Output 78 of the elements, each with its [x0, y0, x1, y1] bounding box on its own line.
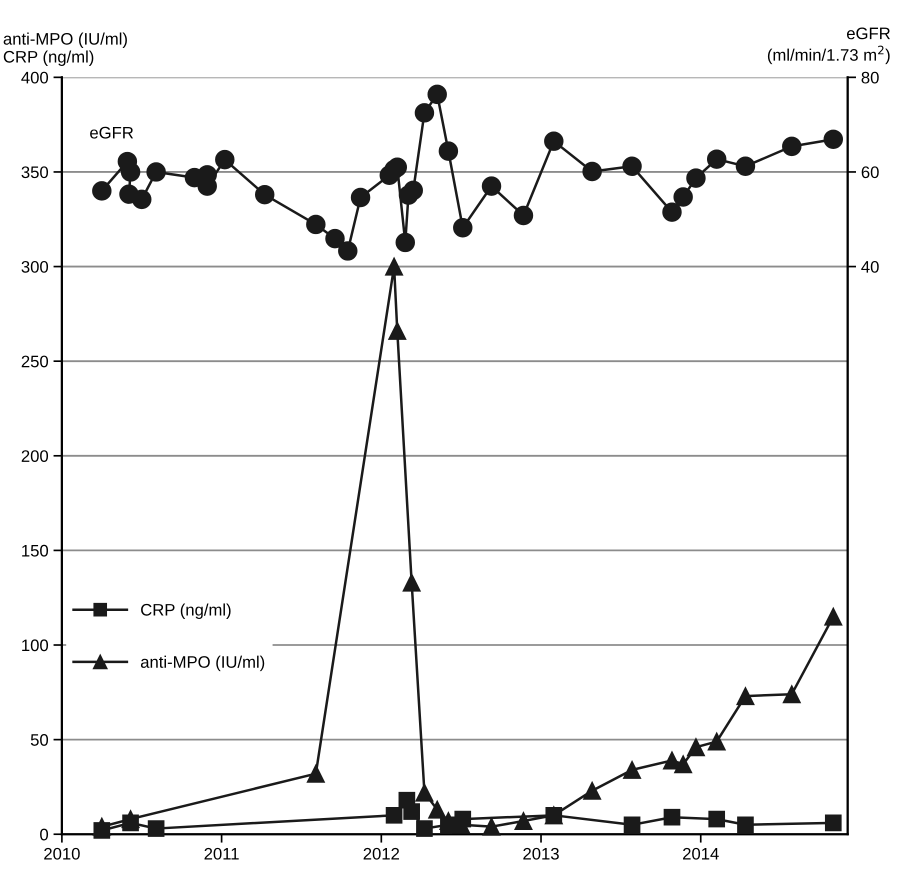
legend-label: CRP (ng/ml): [141, 603, 231, 619]
point: [736, 156, 756, 176]
point: [482, 176, 502, 196]
point: [674, 755, 692, 774]
series-label: eGFR: [90, 126, 134, 139]
y-tick-label: 50: [30, 734, 48, 746]
x-tick-label: 2014: [683, 848, 719, 860]
point: [623, 760, 642, 779]
point: [92, 181, 112, 201]
point: [385, 258, 404, 276]
point: [388, 322, 406, 340]
point: [132, 190, 152, 210]
y2-tick-label: 80: [862, 72, 879, 84]
y-axis-title: anti-MPO (IU/ml) CRP (ng/ml): [4, 32, 127, 66]
point: [514, 812, 532, 830]
point: [386, 806, 402, 824]
y2-tick-label: 40: [861, 260, 879, 273]
y-tick-label: 0: [40, 828, 48, 840]
point: [453, 218, 472, 238]
point: [325, 228, 345, 248]
point: [403, 803, 420, 820]
point: [824, 814, 842, 832]
y-tick-label: 200: [22, 450, 48, 462]
point: [92, 818, 111, 836]
y-tick-label: 250: [22, 356, 48, 368]
y-tick-label: 400: [21, 72, 48, 84]
point: [416, 820, 433, 837]
point: [582, 162, 602, 182]
x-tick-label: 2010: [44, 848, 80, 860]
point: [662, 202, 682, 222]
point: [427, 84, 447, 104]
point: [338, 241, 358, 261]
point: [215, 150, 235, 170]
point: [583, 782, 602, 800]
point: [255, 184, 274, 204]
point: [708, 810, 726, 828]
point: [686, 738, 705, 756]
point: [514, 206, 534, 226]
point: [824, 130, 844, 150]
point: [824, 608, 842, 626]
point: [624, 816, 640, 834]
point: [428, 800, 446, 819]
y-tick-label: 150: [22, 544, 48, 557]
point: [122, 810, 140, 828]
point: [708, 732, 726, 751]
point: [306, 214, 326, 234]
point: [782, 685, 801, 704]
point: [146, 162, 166, 182]
point: [737, 816, 754, 834]
legend-label: anti-MPO (IU/ml): [140, 656, 264, 672]
point: [622, 156, 642, 176]
point: [664, 808, 680, 826]
point: [415, 784, 434, 802]
y2-tick-label: 60: [862, 166, 879, 178]
y-tick-label: 100: [22, 639, 48, 652]
point: [350, 188, 370, 208]
point: [438, 141, 458, 161]
x-tick-label: 2012: [364, 848, 400, 860]
point: [544, 131, 564, 151]
point: [414, 103, 434, 123]
y2-axis-title: eGFR (ml/min/1.73 m$^{2}$): [768, 28, 890, 64]
x-tick-label: 2011: [204, 848, 239, 860]
point: [402, 574, 421, 592]
x-tick-label: 2013: [523, 848, 559, 860]
point: [404, 180, 423, 200]
point: [706, 149, 726, 169]
point: [736, 687, 754, 706]
point: [120, 162, 140, 182]
point: [673, 187, 693, 207]
point: [148, 820, 164, 837]
y-tick-label: 300: [22, 260, 48, 273]
point: [782, 136, 802, 156]
point: [482, 818, 501, 836]
point: [306, 764, 325, 783]
point: [686, 168, 706, 188]
point: [388, 158, 408, 177]
y-tick-label: 350: [22, 166, 48, 178]
point: [396, 232, 415, 252]
